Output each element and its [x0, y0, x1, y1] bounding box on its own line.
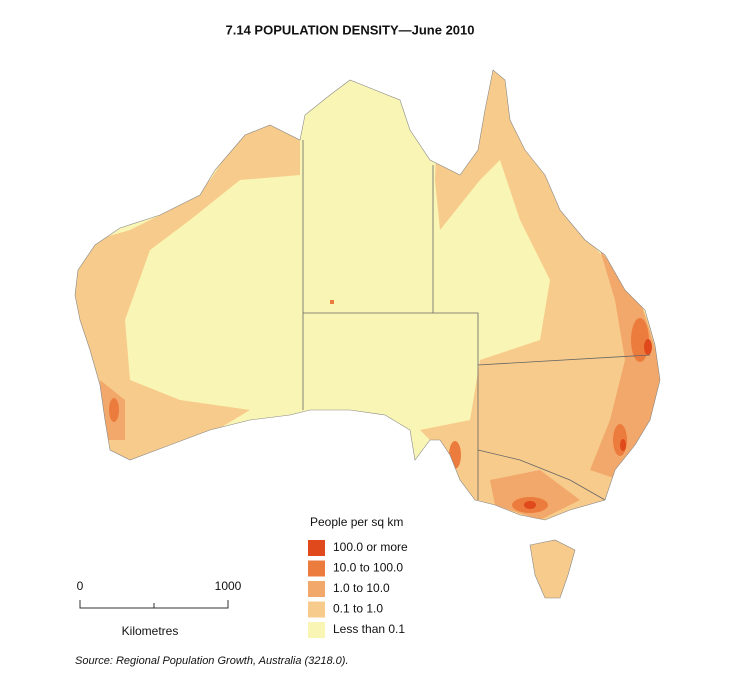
legend-label: Less than 0.1 [333, 622, 405, 636]
region [520, 535, 580, 598]
scale-unit: Kilometres [122, 624, 179, 638]
region [644, 339, 652, 355]
region [330, 300, 334, 304]
region [613, 424, 627, 456]
region [620, 439, 626, 451]
region [109, 398, 119, 422]
legend-swatch [308, 581, 325, 597]
region [420, 70, 660, 530]
source-note: Source: Regional Population Growth, Aust… [75, 655, 349, 667]
scale-label: 1000 [215, 579, 242, 593]
legend-label: 100.0 or more [333, 540, 408, 554]
legend-label: 1.0 to 10.0 [333, 581, 390, 595]
legend-swatch [308, 601, 325, 618]
scale-bar [79, 600, 229, 609]
legend-title: People per sq km [310, 515, 403, 529]
region [75, 120, 300, 470]
scale-label: 0 [77, 579, 84, 593]
region [631, 318, 649, 362]
legend: 100.0 or more 10.0 to 100.0 1.0 to 10.0 0.1… [308, 540, 408, 638]
region [590, 250, 660, 480]
legend-swatch [308, 560, 325, 577]
region [449, 441, 461, 469]
legend-label: 10.0 to 100.0 [333, 561, 403, 575]
map-title: 7.14 POPULATION DENSITY—June 2010 [226, 22, 475, 37]
legend-swatch [308, 540, 325, 556]
state-borders [74, 69, 661, 599]
legend-label: 0.1 to 1.0 [333, 602, 383, 616]
region [490, 470, 580, 520]
legend-swatch [308, 622, 325, 638]
region [524, 501, 536, 509]
